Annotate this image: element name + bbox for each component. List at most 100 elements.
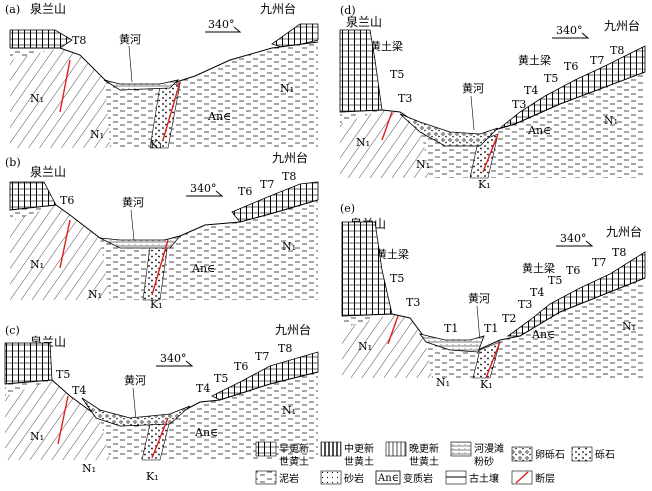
floodplain [399,113,499,147]
left-place-label: 泉兰山 [346,15,382,29]
terrace-label: T3 [512,98,526,111]
panel-label: (b) [5,156,21,169]
panel-label: (d) [340,4,356,17]
terrace-label: T3 [406,296,420,309]
legend-swatch-floodplain-silt [450,441,472,457]
bearing-label: 340° [208,18,235,31]
terrace-label: T4 [530,286,544,299]
terrace-label: T6 [60,194,74,207]
terrace-label: T5 [390,272,404,285]
legend: 早更新 世黄土 中更新 世黄土 晚更新 世黄土 河漫滩 粉砂 卵砾石 砾石 泥岩… [255,441,615,485]
left-place-label: 泉兰山 [30,165,66,179]
legend-label: 世黄土 [344,455,374,468]
legend-label: 卵砾石 [535,448,565,461]
terrace-label: T6 [234,360,248,373]
terrace-label: T3 [398,92,412,105]
rock-label: N₁ [88,288,102,301]
terrace-label: T7 [255,350,269,363]
terrace-label: T5 [214,372,228,385]
left-place-label: 泉兰山 [30,2,66,16]
rock-label: N₁ [358,340,372,353]
fault [59,59,71,113]
fault [485,341,501,379]
terrace-label: T8 [72,34,86,47]
rock-label: N₁ [30,92,44,105]
rock-label: An∈ [527,124,551,137]
terrace-label: T7 [592,256,606,269]
bearing-arrow [552,32,590,39]
terrace-label: T1 [484,322,498,335]
terrace-label: T2 [502,312,516,325]
terrace-label: T4 [72,384,86,397]
legend-label: 泥岩 [279,472,299,485]
legend-label: 世黄土 [279,455,309,468]
river-label: 黄河 [122,195,144,209]
rock-label: N₁ [280,82,294,95]
bearing-arrow [186,190,224,197]
rock-label: K₁ [478,178,491,191]
terrace-label: T5 [56,368,70,381]
terrace-label: T5 [544,72,558,85]
bearing-label: 340° [190,182,217,195]
legend-swatch-late-loess [385,441,407,457]
rock-label: N₁ [30,430,44,443]
fault [482,133,499,173]
right-place-label: 九州台 [606,224,642,239]
rock-label: N₁ [436,376,450,389]
terrace-label: T8 [282,170,296,183]
rock-label: An∈ [191,262,215,275]
legend-label: 世黄土 [409,455,439,468]
terrace-label: T8 [278,342,292,355]
terrace-label: T7 [260,178,274,191]
terrace-label: T6 [238,185,252,198]
terrace-label: T3 [518,298,532,311]
terrace-label: T5 [548,274,562,287]
panel-a: (a) 泉兰山 九州台 黄河 340° T8 T8 N₁ N₁ N₁ An∈ K… [5,1,319,151]
rock-label: N₁ [622,320,636,333]
upland-label: 黄土梁 [518,53,551,67]
panel-e: (e) 泉兰山 九州台 黄土梁 黄土梁 黄河 340° T5 T3 T1 T1 … [340,202,646,391]
bearing-arrow [556,240,594,247]
river-label: 黄河 [119,32,141,46]
legend-label: 中更新 [344,442,374,455]
legend-label: 变质岩 [403,472,433,485]
floodplain [81,397,191,427]
rock-label: N₁ [282,240,296,253]
rock-label: K₁ [146,470,159,483]
bearing-arrow [205,26,242,33]
terrace-label: T6 [564,60,578,73]
rock-label: N₁ [30,258,44,271]
upland-label: 黄土梁 [370,39,403,53]
panel-label: (e) [340,202,355,215]
legend-label: 晚更新 [409,442,439,455]
legend-swatch-pebble [511,446,533,462]
legend-symbol: An∈ [377,473,399,484]
rock-label: N₁ [416,158,430,171]
panel-label: (a) [5,3,20,16]
terrace-label: T4 [196,382,210,395]
terrace-label: T5 [390,68,404,81]
right-place-label: 九州台 [275,322,311,337]
legend-swatch-gravel [571,446,593,462]
fault [162,81,181,141]
legend-label: 早更新 [279,442,309,455]
legend-label: 河漫滩 [474,442,504,455]
terrace-label: T1 [444,322,458,335]
legend-label: 砾石 [595,448,615,461]
right-place-label: 九州台 [260,1,296,16]
legend-label: 粉砂 [474,455,494,468]
panel-b: (b) 泉兰山 九州台 黄河 340° T6 T6 T7 T8 N₁ N₁ N₁… [5,150,319,311]
bearing-label: 340° [556,24,583,37]
floodplain [99,235,182,249]
terrace-label: T7 [590,54,604,67]
river-label: 黄河 [462,81,484,95]
rock-label: An∈ [207,110,231,123]
legend-swatch-early-loess [255,441,277,457]
rock-label: N₁ [282,404,296,417]
rock-label: An∈ [194,426,218,439]
panel-c: (c) 泉兰山 九州台 黄河 340° T5 T4 T4 T5 T6 T7 T8… [4,322,319,483]
rock-label: N₁ [604,114,618,127]
legend-swatch-sandstone [320,470,342,485]
bearing-label: 340° [560,232,587,245]
